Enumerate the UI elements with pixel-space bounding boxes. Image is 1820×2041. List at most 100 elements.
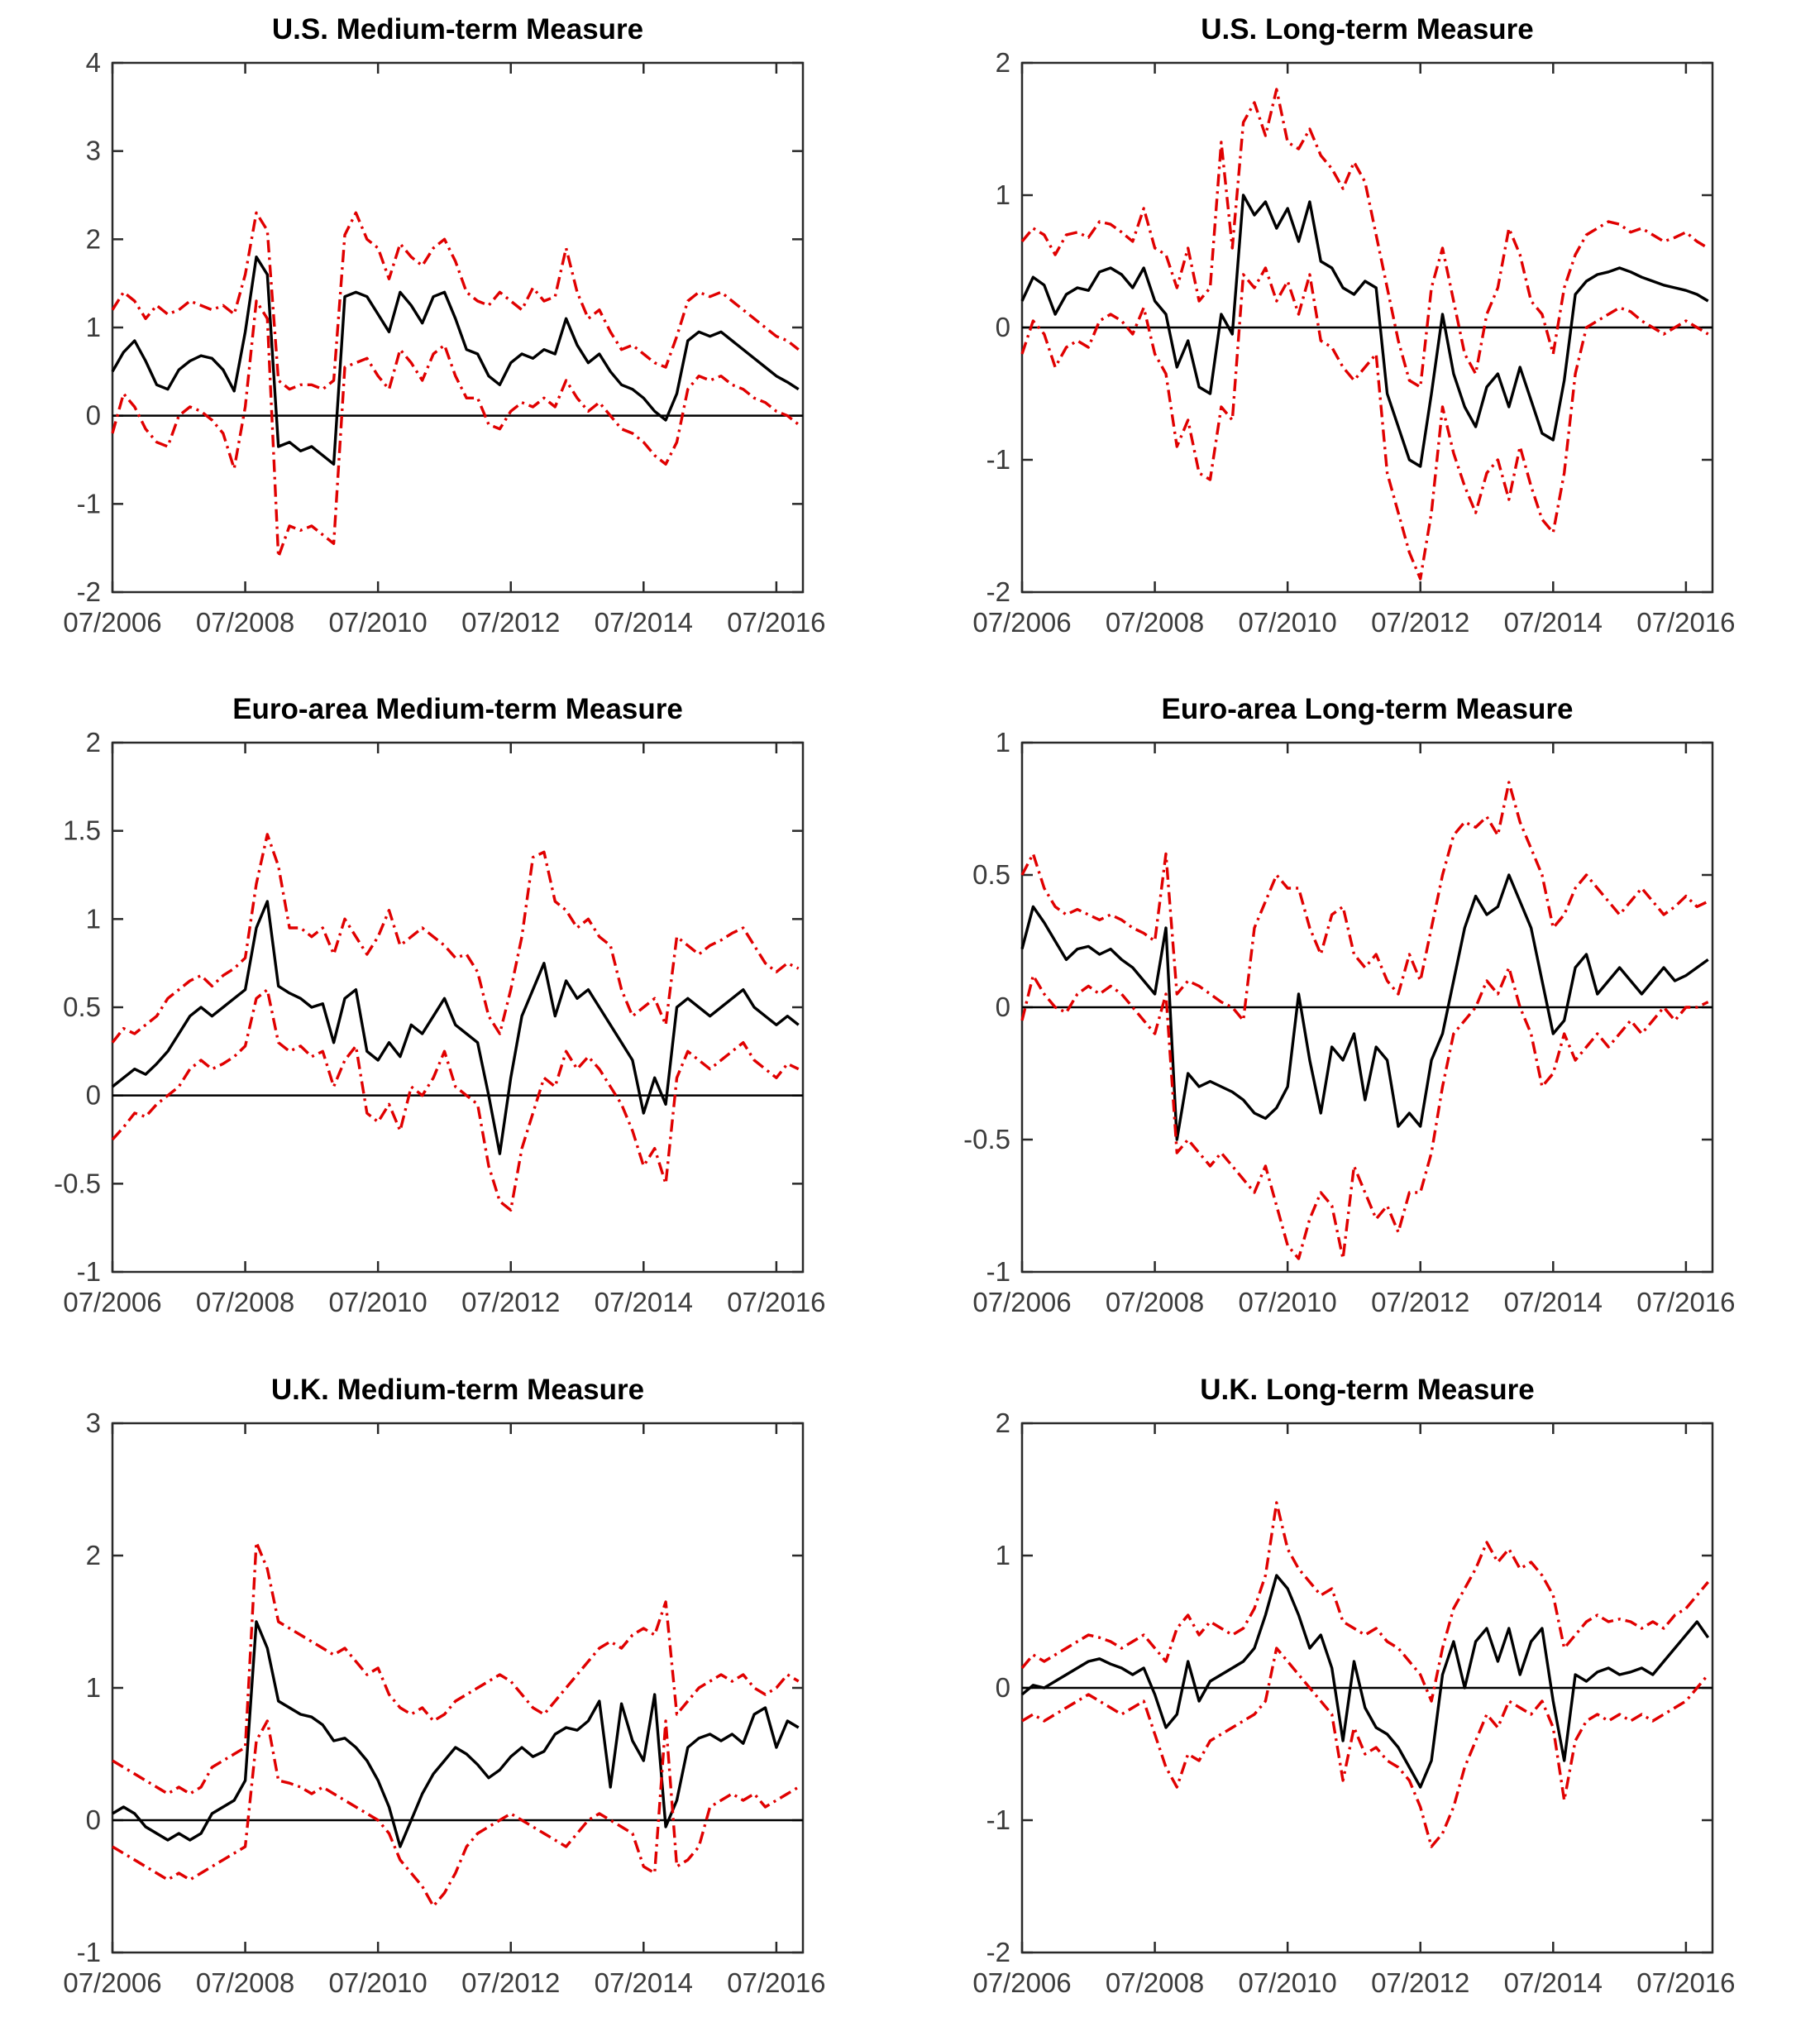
x-tick-label: 07/2008 [196,1287,294,1317]
lower-band-line [111,988,800,1212]
upper-band-line [1020,1501,1710,1703]
y-tick-label: 3 [86,1408,101,1438]
lower-band-line [112,1719,800,1908]
lower-band-line [1021,1647,1710,1848]
y-tick-label: -2 [986,1937,1010,1967]
y-tick-label: 2 [86,223,101,254]
y-tick-label: -0.5 [54,1168,101,1198]
x-tick-label: 07/2014 [595,1967,693,1998]
panel-euro-long-term: Euro-area Long-term Measure 07/2006 07/20… [910,680,1820,1360]
uk-medium-term-plot: 07/2006 07/2008 07/2010 07/2012 07/2014 07/20… [63,1408,825,1998]
lower-band-line [1020,266,1709,581]
us-long-term-plot: 07/2006 07/2008 07/2010 07/2012 07/2014 07/20… [972,47,1735,638]
x-tick-label: 07/2006 [63,1287,161,1317]
x-tick-label: 07/2012 [461,1287,560,1317]
x-tick-label: 07/2010 [1239,607,1337,638]
x-tick-label: 07/2014 [1504,1287,1603,1317]
chart-title: U.K. Medium-term Measure [270,1374,645,1406]
y-tick-label: -1 [986,1804,1010,1835]
euro-medium-term-plot: 07/2006 07/2008 07/2010 07/2012 07/2014 07/20… [54,727,825,1317]
lower-band-line [111,299,800,558]
chart-title: Euro-area Long-term Measure [1161,693,1574,725]
x-tick-label: 07/2014 [595,607,693,638]
y-tick-label: 0.5 [63,992,101,1022]
x-tick-label: 07/2016 [727,607,825,638]
y-tick-label: 0 [86,400,101,431]
x-tick-label: 07/2010 [1239,1967,1337,1998]
y-tick-label: -1 [986,444,1010,475]
y-tick-label: 0 [996,992,1010,1022]
x-tick-label: 07/2010 [329,607,428,638]
x-tick-label: 07/2012 [1371,1967,1469,1998]
panel-uk-medium-term: U.K. Medium-term Measure 07/2006 07/2008 0… [0,1360,910,2041]
x-tick-label: 07/2008 [1106,1967,1204,1998]
y-tick-label: 0 [86,1080,101,1111]
lower-band-line [1020,966,1709,1260]
x-tick-label: 07/2006 [972,1287,1071,1317]
y-tick-label: 4 [86,47,101,78]
x-tick-label: 07/2016 [727,1967,825,1998]
x-tick-label: 07/2016 [727,1287,825,1317]
y-tick-label: 0.5 [972,859,1010,890]
y-tick-label: 3 [86,136,101,166]
y-tick-label: 1 [86,903,101,934]
estimate-line [1020,1574,1710,1789]
y-tick-label: 1 [996,727,1010,758]
y-tick-label: -1 [986,1256,1010,1287]
panel-us-medium-term: U.S. Medium-term Measure 07/2006 07/2008 0… [0,0,910,680]
x-tick-label: 07/2012 [1371,607,1469,638]
x-tick-label: 07/2012 [1371,1287,1469,1317]
y-tick-label: 1 [996,179,1010,210]
chart-title: U.S. Medium-term Measure [271,13,644,45]
uk-long-term-plot: 07/2006 07/2008 07/2010 07/2012 07/2014 07/20… [972,1408,1735,1998]
estimate-line [111,900,800,1155]
x-tick-label: 07/2006 [972,607,1071,638]
x-tick-label: 07/2016 [1636,1287,1735,1317]
x-tick-label: 07/2010 [329,1967,428,1998]
y-tick-label: -1 [77,488,101,519]
x-tick-label: 07/2014 [595,1287,693,1317]
x-tick-label: 07/2008 [196,1967,294,1998]
x-tick-label: 07/2012 [461,1967,560,1998]
x-tick-label: 07/2012 [461,607,560,638]
x-tick-label: 07/2016 [1636,1967,1735,1998]
x-tick-label: 07/2014 [1504,607,1603,638]
upper-band-line [112,1541,800,1795]
panel-euro-medium-term: Euro-area Medium-term Measure 07/2006 07/… [0,680,910,1360]
us-medium-term-plot: 07/2006 07/2008 07/2010 07/2012 07/2014 07/20… [63,47,825,638]
x-tick-label: 07/2006 [63,1967,161,1998]
y-tick-label: 2 [86,727,101,758]
estimate-line [111,256,800,466]
y-tick-label: -0.5 [963,1124,1010,1154]
x-tick-label: 07/2010 [1239,1287,1337,1317]
upper-band-line [111,833,800,1044]
y-tick-label: -2 [986,576,1010,607]
x-tick-label: 07/2016 [1636,607,1735,638]
chart-title: U.K. Long-term Measure [1200,1374,1535,1406]
y-tick-label: 0 [86,1804,101,1835]
estimate-line [112,1620,800,1848]
y-tick-label: 2 [996,47,1010,78]
x-tick-label: 07/2014 [1504,1967,1603,1998]
estimate-line [1020,873,1709,1141]
upper-band-line [111,211,800,391]
chart-title: Euro-area Medium-term Measure [232,693,683,725]
panel-uk-long-term: U.K. Long-term Measure 07/2006 07/2008 07/… [910,1360,1820,2041]
x-tick-label: 07/2010 [329,1287,428,1317]
upper-band-line [1020,88,1709,389]
y-tick-label: 1 [86,312,101,342]
x-tick-label: 07/2008 [196,607,294,638]
y-tick-label: 0 [996,312,1010,342]
y-tick-label: 2 [86,1540,101,1570]
y-tick-label: -1 [77,1256,101,1287]
panel-us-long-term: U.S. Long-term Measure 07/2006 07/2008 07/… [910,0,1820,680]
y-tick-label: 2 [996,1408,1010,1438]
estimate-line [1020,194,1709,468]
y-tick-label: 1 [86,1672,101,1703]
euro-long-term-plot: 07/2006 07/2008 07/2010 07/2012 07/2014 07/20… [963,727,1735,1317]
upper-band-line [1020,781,1709,1022]
y-tick-label: 0 [996,1672,1010,1703]
y-tick-label: -2 [77,576,101,607]
y-tick-label: 1.5 [63,815,101,846]
